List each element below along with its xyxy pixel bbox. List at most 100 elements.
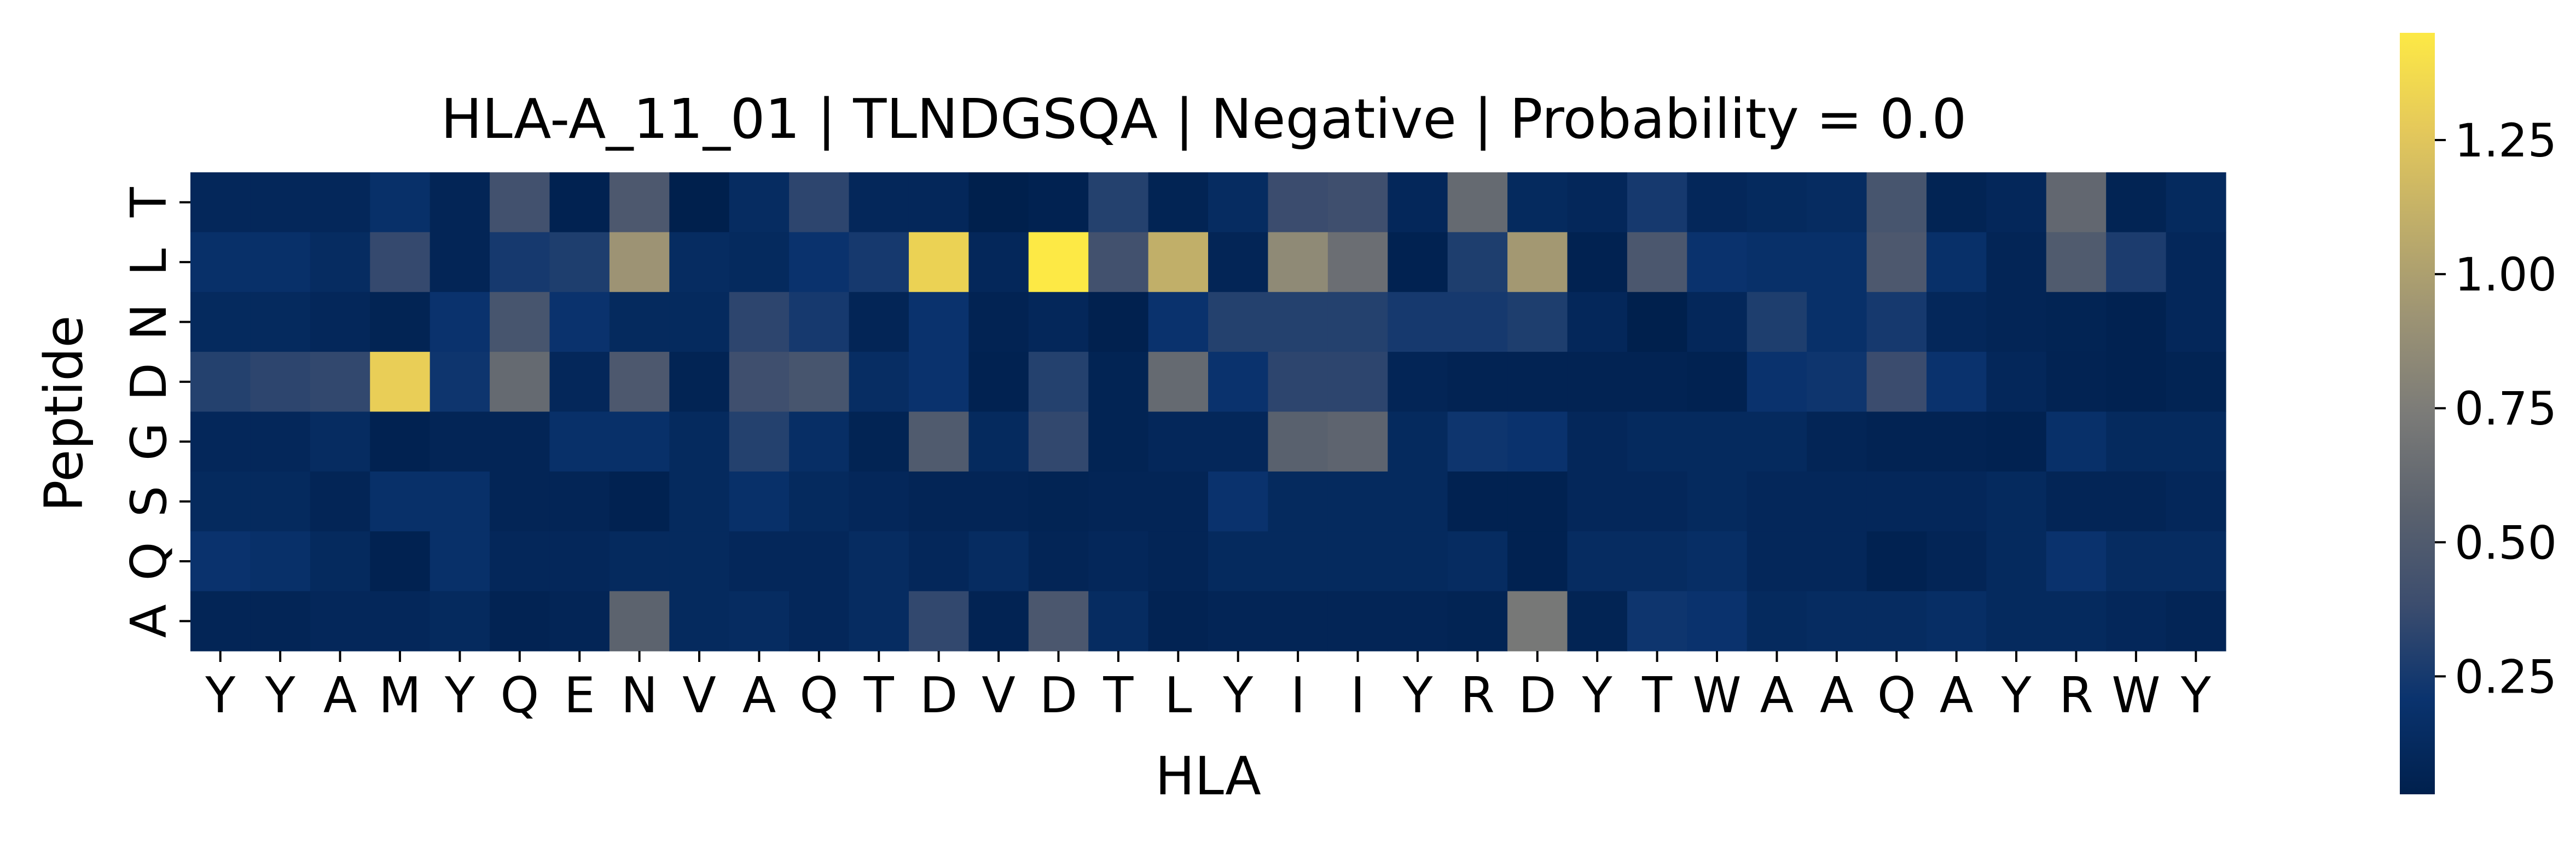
heatmap-cell bbox=[1088, 292, 1149, 352]
heatmap-cell bbox=[968, 411, 1029, 472]
heatmap-cell bbox=[1327, 411, 1388, 472]
heatmap-cell bbox=[190, 591, 251, 652]
heatmap-cell bbox=[1088, 471, 1149, 532]
heatmap-cell bbox=[1687, 471, 1748, 532]
heatmap-cell bbox=[1687, 292, 1748, 352]
heatmap-cell bbox=[1327, 531, 1388, 592]
heatmap-cell bbox=[1388, 531, 1448, 592]
heatmap-cell bbox=[1268, 471, 1328, 532]
heatmap-cell bbox=[1388, 591, 1448, 652]
heatmap-cell bbox=[669, 232, 730, 293]
heatmap-cell bbox=[490, 591, 550, 652]
heatmap-cell bbox=[1747, 471, 1807, 532]
heatmap-cell bbox=[1807, 292, 1867, 352]
heatmap-cell bbox=[1268, 352, 1328, 412]
heatmap-cell bbox=[1986, 591, 2047, 652]
x-tick-label: T bbox=[1641, 667, 1673, 724]
heatmap-cell bbox=[1148, 471, 1209, 532]
heatmap-cell bbox=[609, 232, 670, 293]
heatmap-cell bbox=[669, 471, 730, 532]
heatmap-cell bbox=[1447, 591, 1508, 652]
heatmap-cell bbox=[1268, 172, 1328, 232]
heatmap-cell bbox=[729, 292, 790, 352]
heatmap-cell bbox=[1447, 172, 1508, 232]
heatmap-cell bbox=[789, 232, 850, 293]
heatmap-cell bbox=[1507, 411, 1568, 472]
heatmap-cell bbox=[1507, 591, 1568, 652]
heatmap-cell bbox=[310, 591, 370, 652]
x-tick-label: D bbox=[1040, 667, 1077, 724]
heatmap-cell bbox=[430, 591, 490, 652]
y-axis-ticks: T LNDGSQA bbox=[120, 187, 190, 638]
heatmap-cell bbox=[1567, 591, 1628, 652]
heatmap-cell bbox=[2046, 352, 2107, 412]
heatmap-cell bbox=[669, 292, 730, 352]
x-tick-label: I bbox=[1291, 667, 1306, 724]
heatmap-cell bbox=[968, 292, 1029, 352]
heatmap-cell bbox=[789, 591, 850, 652]
heatmap-cell bbox=[1627, 292, 1687, 352]
heatmap-cell bbox=[1926, 471, 1987, 532]
heatmap-cell bbox=[669, 172, 730, 232]
heatmap-cell bbox=[1926, 232, 1987, 293]
x-tick-label: N bbox=[621, 667, 658, 724]
heatmap-cell bbox=[1866, 352, 1927, 412]
heatmap-cell bbox=[370, 471, 431, 532]
heatmap-cell bbox=[1807, 411, 1867, 472]
heatmap-cell bbox=[2046, 591, 2107, 652]
heatmap-cell bbox=[609, 531, 670, 592]
heatmap-cell bbox=[1088, 232, 1149, 293]
heatmap-cell bbox=[609, 352, 670, 412]
heatmap-cell bbox=[1507, 172, 1568, 232]
heatmap-cell bbox=[1687, 591, 1748, 652]
heatmap-cell bbox=[1866, 531, 1927, 592]
heatmap-cell bbox=[1148, 232, 1209, 293]
heatmap-cell bbox=[1447, 531, 1508, 592]
heatmap-cell bbox=[1148, 531, 1209, 592]
heatmap-cell bbox=[849, 232, 909, 293]
heatmap-cell bbox=[2046, 531, 2107, 592]
heatmap-cell bbox=[1327, 232, 1388, 293]
heatmap-cell bbox=[908, 172, 969, 232]
heatmap-cell bbox=[1567, 531, 1628, 592]
heatmap-cell bbox=[1028, 471, 1089, 532]
heatmap-cell bbox=[1687, 411, 1748, 472]
heatmap-cell bbox=[908, 531, 969, 592]
x-tick-label: Y bbox=[444, 667, 475, 724]
heatmap-cell bbox=[609, 471, 670, 532]
heatmap-cell bbox=[1866, 292, 1927, 352]
heatmap-cell bbox=[1926, 352, 1987, 412]
heatmap-cell bbox=[2106, 352, 2167, 412]
heatmap-cell bbox=[1627, 471, 1687, 532]
y-tick-label: L bbox=[120, 248, 178, 276]
heatmap-cell bbox=[549, 591, 610, 652]
heatmap-cell bbox=[968, 471, 1029, 532]
heatmap-cell bbox=[549, 292, 610, 352]
heatmap-cell bbox=[1986, 531, 2047, 592]
heatmap-cell bbox=[1866, 172, 1927, 232]
heatmap-cell bbox=[1807, 471, 1867, 532]
heatmap-cell bbox=[1327, 591, 1388, 652]
heatmap-cell bbox=[490, 172, 550, 232]
x-tick-label: R bbox=[2059, 667, 2093, 724]
heatmap-cell bbox=[1986, 411, 2047, 472]
heatmap-cell bbox=[2106, 232, 2167, 293]
heatmap-cell bbox=[1447, 232, 1508, 293]
y-tick-label: D bbox=[120, 363, 178, 400]
colorbar-tick-label: 0.75 bbox=[2455, 382, 2557, 435]
heatmap-cell bbox=[1208, 531, 1269, 592]
heatmap-cell bbox=[2106, 411, 2167, 472]
heatmap-cell bbox=[968, 352, 1029, 412]
heatmap-cell bbox=[430, 352, 490, 412]
colorbar-ticks: 0.25 0.50 0.75 1.00 1.25 bbox=[2435, 114, 2557, 704]
heatmap-cell bbox=[1507, 292, 1568, 352]
heatmap-cell bbox=[1747, 232, 1807, 293]
heatmap-cell bbox=[1327, 352, 1388, 412]
heatmap-cell bbox=[250, 172, 311, 232]
heatmap-cell bbox=[370, 232, 431, 293]
heatmap-cell bbox=[1148, 591, 1209, 652]
heatmap-cell bbox=[729, 411, 790, 472]
heatmap-cell bbox=[1088, 352, 1149, 412]
heatmap-cell bbox=[908, 411, 969, 472]
x-tick-label: Y bbox=[1582, 667, 1613, 724]
